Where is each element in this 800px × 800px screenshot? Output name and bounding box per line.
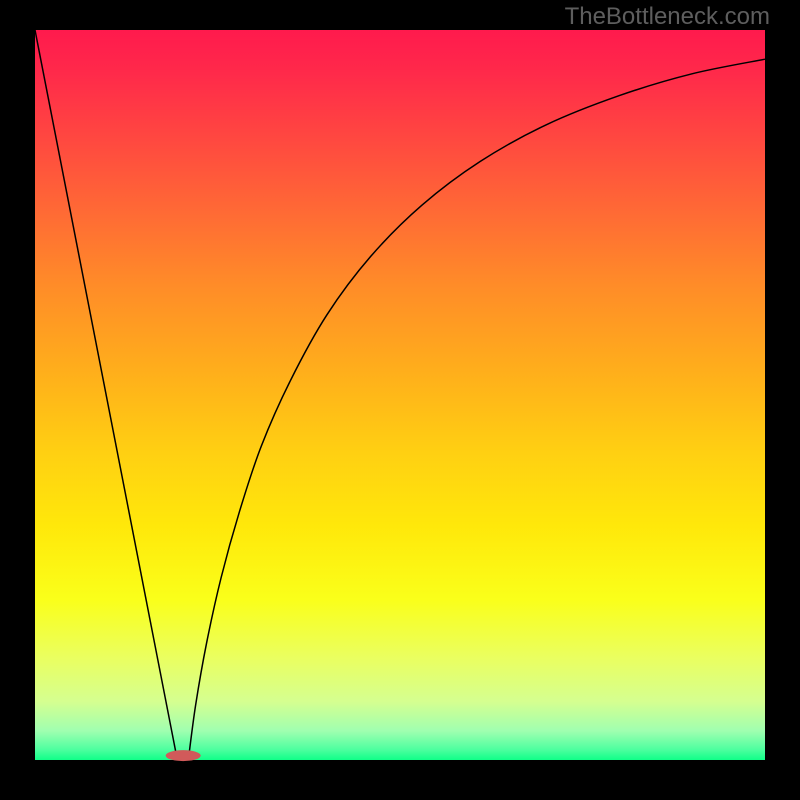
curve-right-segment xyxy=(188,59,765,760)
curve-layer xyxy=(0,0,800,800)
valley-marker xyxy=(166,750,201,761)
chart-frame: TheBottleneck.com xyxy=(0,0,800,800)
watermark-text: TheBottleneck.com xyxy=(565,3,770,31)
curve-left-segment xyxy=(35,30,177,760)
